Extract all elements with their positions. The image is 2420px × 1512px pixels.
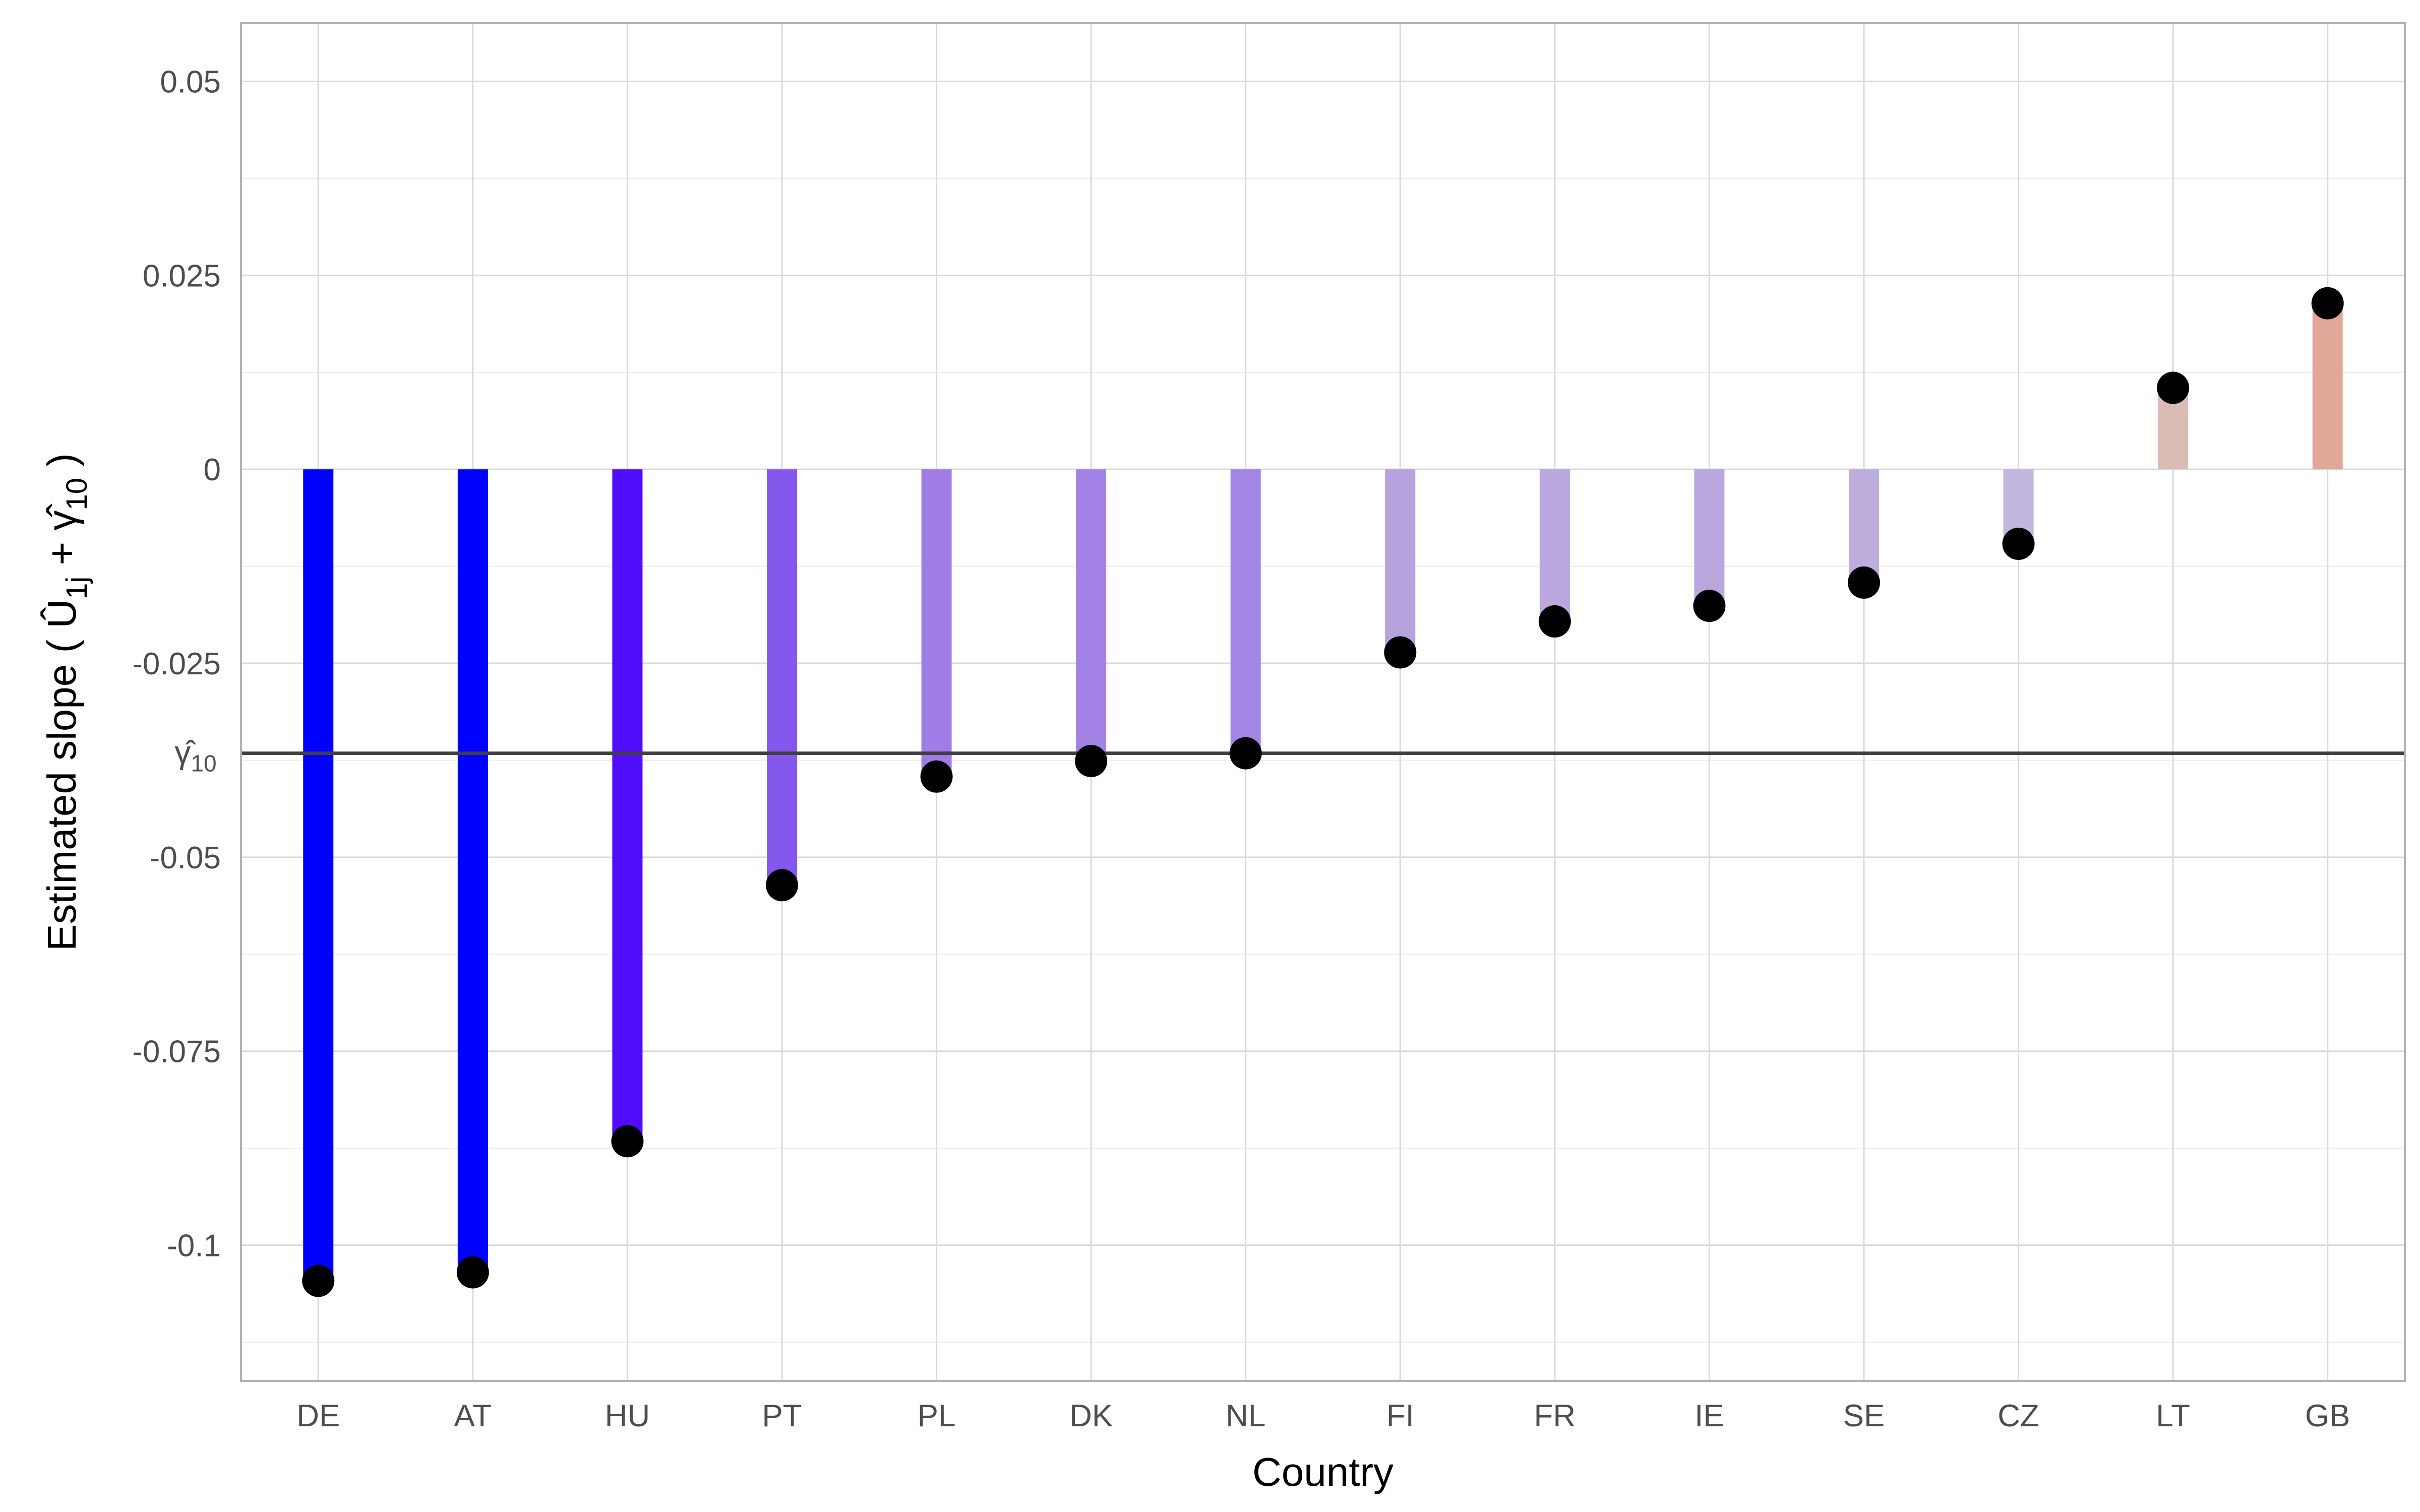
point-PT (766, 869, 798, 902)
point-DK (1075, 744, 1108, 777)
x-tick-label: NL (1226, 1399, 1265, 1433)
y-tick-label: -0.05 (150, 841, 221, 875)
y-tick-label: 0.05 (160, 65, 221, 99)
x-tick-label: AT (454, 1399, 492, 1433)
x-tick-label: IE (1695, 1399, 1724, 1433)
y-tick-label: 0.025 (143, 259, 221, 293)
point-SE (1848, 566, 1880, 599)
x-axis-title: Country (1252, 1450, 1394, 1494)
y-axis-title-u-subscript: 1j (60, 577, 93, 599)
bar-DK (1076, 469, 1107, 761)
bar-DE (303, 469, 334, 1281)
bar-FR (1539, 469, 1570, 621)
point-FR (1538, 605, 1571, 638)
x-tick-label: SE (1843, 1399, 1885, 1433)
x-tick-label: PT (762, 1399, 802, 1433)
bar-AT (457, 469, 488, 1273)
y-tick-label: -0.025 (132, 647, 221, 681)
x-tick-label: CZ (1998, 1399, 2039, 1433)
x-tick-label: GB (2305, 1399, 2350, 1433)
y-axis-title-gamma-subscript: 10 (60, 478, 93, 511)
panel-border (240, 22, 2406, 1382)
y-tick-label: -0.1 (167, 1229, 221, 1264)
x-tick-labels: DE AT HU PT PL DK NL FI FR IE SE CZ LT GB (296, 1399, 2350, 1433)
bar-PL (921, 469, 952, 777)
points (302, 287, 2344, 1297)
bars (303, 303, 2343, 1281)
y-axis-title-text: Estimated slope ( (39, 628, 84, 951)
point-CZ (2002, 527, 2035, 560)
bar-PT (767, 469, 797, 886)
y-tick-label: -0.075 (132, 1035, 221, 1069)
point-AT (456, 1256, 489, 1289)
point-HU (611, 1125, 644, 1158)
point-NL (1229, 737, 1262, 770)
x-tick-label: HU (605, 1399, 650, 1433)
minor-grid (241, 177, 2405, 1343)
y-axis-title-u: Û (39, 599, 84, 628)
y-axis-title-close: ) (39, 453, 84, 478)
x-tick-label: DE (296, 1399, 340, 1433)
bar-GB (2312, 303, 2343, 470)
y-tick-labels: 0.05 0.025 0 -0.025 -0.05 -0.075 -0.1 (132, 65, 221, 1263)
bar-HU (612, 469, 643, 1142)
x-tick-label: PL (918, 1399, 956, 1433)
bar-FI (1385, 469, 1416, 653)
bar-NL (1230, 469, 1261, 753)
point-DE (302, 1265, 335, 1297)
point-LT (2157, 371, 2190, 404)
y-axis-title-plus: + (39, 531, 84, 577)
bar-IE (1694, 469, 1725, 606)
bar-SE (1849, 469, 1879, 583)
point-IE (1693, 590, 1726, 622)
point-GB (2311, 287, 2344, 320)
x-tick-label: FI (1386, 1399, 1414, 1433)
y-tick-label: 0 (204, 453, 221, 487)
x-tick-label: LT (2156, 1399, 2190, 1433)
point-FI (1384, 636, 1417, 669)
x-tick-label: DK (1069, 1399, 1113, 1433)
x-tick-label: FR (1534, 1399, 1576, 1433)
point-PL (920, 760, 953, 793)
reference-line-label-subscript: 10 (191, 750, 216, 777)
